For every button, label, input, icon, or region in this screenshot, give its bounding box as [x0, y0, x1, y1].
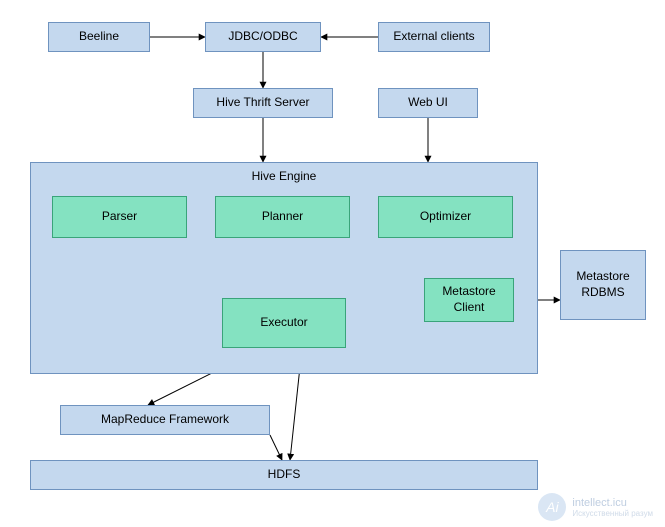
- node-parser: Parser: [52, 196, 187, 238]
- node-thrift: Hive Thrift Server: [193, 88, 333, 118]
- watermark: Ai intellect.icu Искусственный разум: [538, 493, 653, 521]
- node-beeline: Beeline: [48, 22, 150, 52]
- node-optimizer: Optimizer: [378, 196, 513, 238]
- watermark-text: intellect.icu: [572, 497, 626, 509]
- node-metardbms: Metastore RDBMS: [560, 250, 646, 320]
- node-metaclient: Metastore Client: [424, 278, 514, 322]
- watermark-icon: Ai: [538, 493, 566, 521]
- node-engine-title: Hive Engine: [31, 169, 537, 185]
- node-executor: Executor: [222, 298, 346, 348]
- node-hdfs: HDFS: [30, 460, 538, 490]
- node-planner: Planner: [215, 196, 350, 238]
- node-webui: Web UI: [378, 88, 478, 118]
- node-jdbc: JDBC/ODBC: [205, 22, 321, 52]
- node-mapreduce: MapReduce Framework: [60, 405, 270, 435]
- node-external: External clients: [378, 22, 490, 52]
- watermark-subtext: Искусственный разум: [572, 509, 653, 518]
- edge-mapreduce-hdfs: [270, 435, 282, 460]
